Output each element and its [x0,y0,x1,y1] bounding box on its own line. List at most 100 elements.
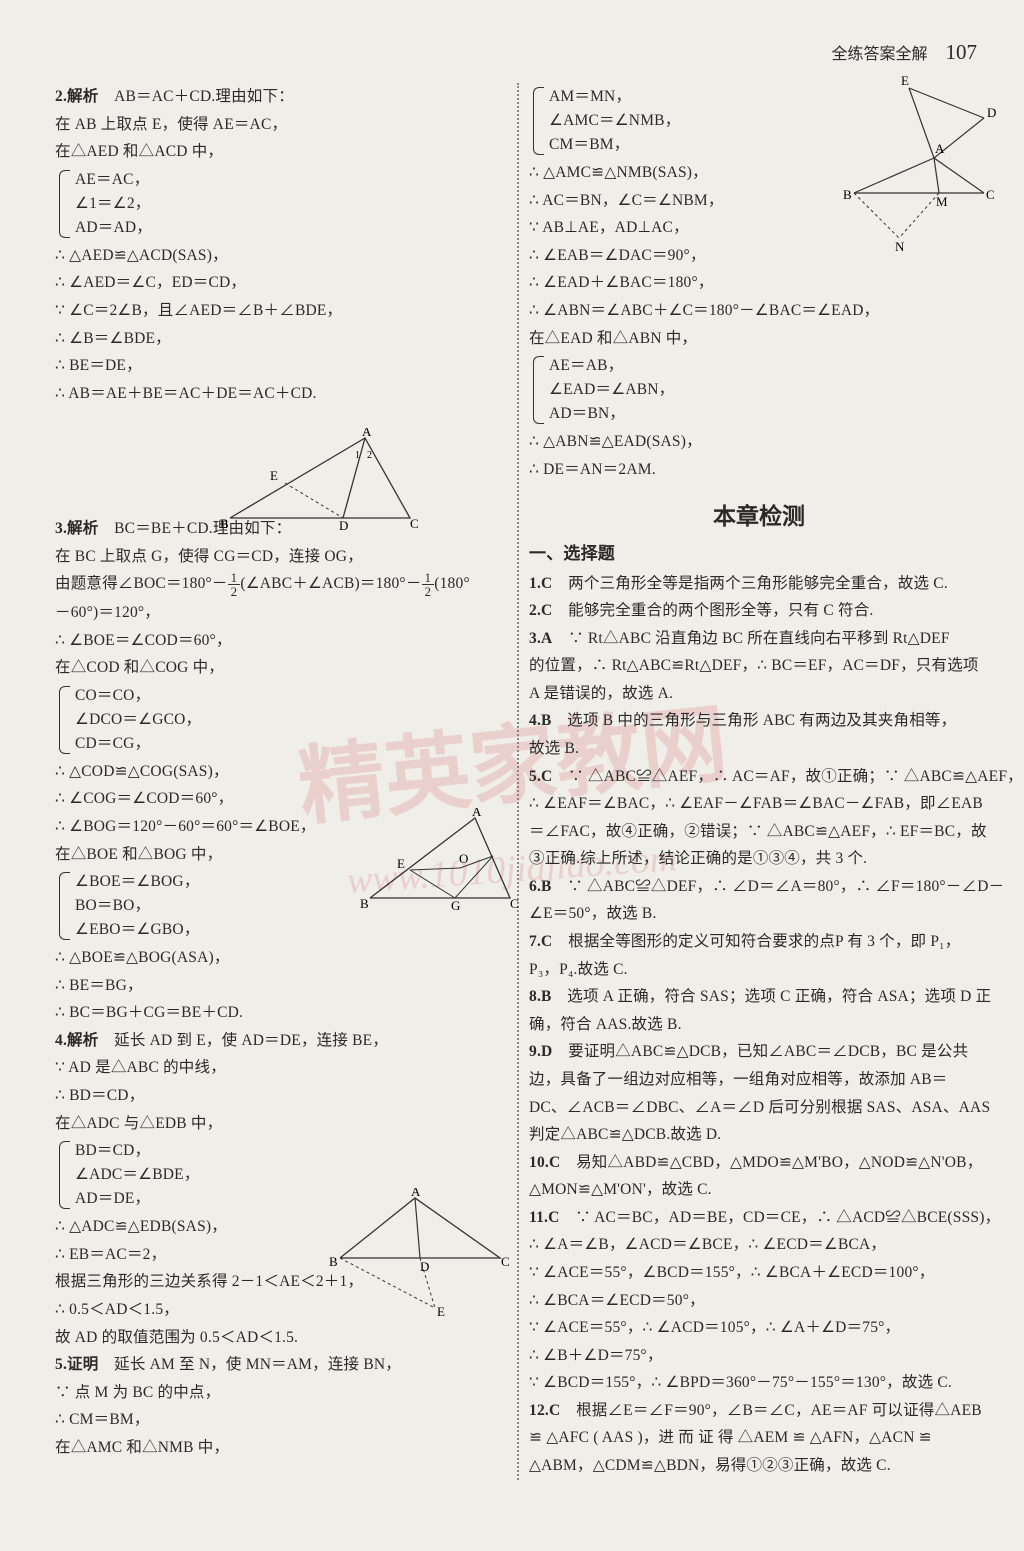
fig2-A: A [472,808,482,819]
a3a: 3.A ∵ Rt△ABC 沿直角边 BC 所在直线向右平移到 Rt△DEF [529,625,989,653]
fig2-O: O [459,851,468,866]
q5b-l6: ∴ ∠ABN＝∠ABC＋∠C＝180°－∠BAC＝∠EAD， [529,297,989,325]
figure-right: A B C D E M N [839,73,999,268]
q4-b2: ∠ADC＝∠BDE， [75,1163,507,1187]
right-column: AM＝MN， ∠AMC＝∠NMB， CM＝BM， ∴ △AMC≌△NMB(SAS… [529,83,989,1480]
q2-brace: AE＝AC， ∠1＝∠2， AD＝AD， [55,168,507,240]
q3-l1: 在 BC 上取点 G，使得 CG＝CD，连接 OG， [55,543,507,571]
q3-brace1: CO＝CO， ∠DCO＝∠GCO， CD＝CG， [55,684,507,756]
q3-l3: －60°)＝120°， [55,599,507,627]
page-header: 全练答案全解 107 [55,40,989,65]
a11g: ∵ ∠BCD＝155°，∴ ∠BPD＝360°－75°－155°＝130°，故选… [529,1369,989,1397]
a12a: 12.C 根据∠E＝∠F＝90°，∠B＝∠C，AE＝AF 可以证得△AEB [529,1397,989,1425]
q3-b2: ∠DCO＝∠GCO， [75,708,507,732]
figure-2: A B C E G O [355,808,525,918]
q5-l2: ∴ CM＝BM， [55,1406,507,1434]
a1: 1.C 两个三角形全等是指两个三角形能够完全重合，故选 C. [529,570,989,598]
fig1-B: B [220,516,229,531]
q3-l5: 在△COD 和△COG 中， [55,654,507,682]
q3-l6: ∴ △COD≌△COG(SAS)， [55,758,507,786]
q2-b3: AD＝AD， [75,216,507,240]
header-title: 全练答案全解 [831,46,927,63]
a11e: ∵ ∠ACE＝55°，∴ ∠ACD＝105°，∴ ∠A＋∠D＝75°， [529,1314,989,1342]
q2-l4: ∴ ∠AED＝∠C，ED＝CD， [55,269,507,297]
figR-B: B [843,187,852,202]
a3b: 的位置，∴ Rt△ABC≌Rt△DEF，∴ BC＝EF，AC＝DF，只有选项 [529,652,989,680]
a5d: ③正确.综上所述，结论正确的是①③④，共 3 个. [529,845,989,873]
fig3-B: B [329,1254,338,1269]
a9a: 9.D 要证明△ABC≌△DCB，已知∠ABC＝∠DCB，BC 是公共 [529,1038,989,1066]
a12c: △ABM，△CDM≌△BDN，易得①②③正确，故选 C. [529,1452,989,1480]
q3-b1: CO＝CO， [75,684,507,708]
q2-l2: 在△AED 和△ACD 中， [55,138,507,166]
figR-E: E [901,73,909,88]
figure-1: A B C D E 1 2 [215,428,425,538]
fig1-2: 2 [367,450,372,461]
a5c: ＝∠FAC，故④正确，②错误；∵ △ABC≌△AEF，∴ EF＝BC，故 [529,818,989,846]
q5b-brace2: AE＝AB， ∠EAD＝∠ABN， AD＝BN， [529,354,989,426]
q2-l1: 在 AB 上取点 E，使得 AE＝AC， [55,111,507,139]
q2-l3: ∴ △AED≌△ACD(SAS)， [55,242,507,270]
q3-l11: ∴ BE＝BG， [55,972,507,1000]
q5-l1: ∵ 点 M 为 BC 的中点， [55,1379,507,1407]
figR-D: D [987,105,996,120]
a12b: ≌ △AFC ( AAS )，进 而 证 得 △AEM ≌ △AFN，△ACN … [529,1424,989,1452]
q3-l10: ∴ △BOE≌△BOG(ASA)， [55,944,507,972]
a11f: ∴ ∠B＋∠D＝75°， [529,1342,989,1370]
a5b: ∴ ∠EAF＝∠BAC，∴ ∠EAF－∠FAB＝∠BAC－∠FAB，即∠EAB [529,790,989,818]
figR-A: A [935,141,945,156]
q3-l4: ∴ ∠BOE＝∠COD＝60°， [55,627,507,655]
fig1-A: A [362,428,372,439]
fig3-A: A [411,1188,421,1199]
fig1-D: D [339,518,348,533]
q2-l7: ∴ BE＝DE， [55,352,507,380]
a10b: △MON≌△M'ON'，故选 C. [529,1176,989,1204]
q2-l6: ∴ ∠B＝∠BDE， [55,325,507,353]
a9c: DC、∠ACB＝∠DBC、∠A＝∠D 后可分别根据 SAS、ASA、AAS [529,1094,989,1122]
q4-head: 4.解析 延长 AD 到 E，使 AD＝DE，连接 BE， [55,1027,507,1055]
q5b-l5: ∴ ∠EAD＋∠BAC＝180°， [529,269,989,297]
page-number: 107 [946,40,978,64]
figR-C: C [986,187,995,202]
q2-l5: ∵ ∠C＝2∠B，且∠AED＝∠B＋∠BDE， [55,297,507,325]
a4b: 故选 B. [529,735,989,763]
a8a: 8.B 选项 A 正确，符合 SAS；选项 C 正确，符合 ASA；选项 D 正 [529,983,989,1011]
a3c: A 是错误的，故选 A. [529,680,989,708]
q4-l8: 故 AD 的取值范围为 0.5＜AD＜1.5. [55,1324,507,1352]
q5-head: 5.证明 延长 AM 至 N，使 MN＝AM，连接 BN， [55,1351,507,1379]
a6b: ∠E＝50°，故选 B. [529,900,989,928]
q5b-l8: ∴ △ABN≌△EAD(SAS)， [529,428,989,456]
q5b-l9: ∴ DE＝AN＝2AM. [529,456,989,484]
q5b-c1: AE＝AB， [549,354,989,378]
columns: 2.解析 2.解析 AB＝AC＋CD.理由如下：AB＝AC＋CD.理由如下： 在… [55,83,989,1480]
page: 全练答案全解 107 精英家教网 www.1010jiajiao.com 2.解… [0,0,1024,1510]
a11a: 11.C ∵ AC＝BC，AD＝BE，CD＝CE，∴ △ACD≌△BCE(SSS… [529,1204,989,1232]
a7a: 7.C 根据全等图形的定义可知符合要求的点P 有 3 个，即 P₁， [529,928,989,956]
left-column: 2.解析 2.解析 AB＝AC＋CD.理由如下：AB＝AC＋CD.理由如下： 在… [55,83,507,1480]
fig3-E: E [437,1304,445,1318]
q2-head: 2.解析 2.解析 AB＝AC＋CD.理由如下：AB＝AC＋CD.理由如下： [55,83,507,111]
q4-l2: ∴ BD＝CD， [55,1082,507,1110]
a4a: 4.B 选项 B 中的三角形与三角形 ABC 有两边及其夹角相等， [529,707,989,735]
q2-b1: AE＝AC， [75,168,507,192]
a5a: 5.C ∵ △ABC≌△AEF，∴ AC＝AF，故①正确；∵ △ABC≌△AEF… [529,763,989,791]
q5b-c3: AD＝BN， [549,402,989,426]
fig1-E: E [270,468,278,483]
q5b-l7: 在△EAD 和△ABN 中， [529,325,989,353]
q4-l1: ∵ AD 是△ABC 的中线， [55,1054,507,1082]
fig2-B: B [360,896,369,911]
q3-l2: 由题意得∠BOC＝180°－12(∠ABC＋∠ACB)＝180°－12(180° [55,570,507,599]
q5b-c2: ∠EAD＝∠ABN， [549,378,989,402]
fig2-E: E [397,856,405,871]
column-divider [517,83,519,1480]
a6a: 6.B ∵ △ABC≌△DEF，∴ ∠D＝∠A＝80°，∴ ∠F＝180°－∠D… [529,873,989,901]
a10a: 10.C 易知△ABD≌△CBD，△MDO≌△M'BO，△NOD≌△N'OB， [529,1149,989,1177]
a11d: ∴ ∠BCA＝∠ECD＝50°， [529,1287,989,1315]
a2: 2.C 能够完全重合的两个图形全等，只有 C 符合. [529,597,989,625]
a9b: 边，具备了一组边对应相等，一组角对应相等，故添加 AB＝ [529,1066,989,1094]
q3-l12: ∴ BC＝BG＋CG＝BE＋CD. [55,999,507,1027]
a9d: 判定△ABC≌△DCB.故选 D. [529,1121,989,1149]
fig2-C: C [510,896,519,911]
q4-b1: BD＝CD， [75,1139,507,1163]
q2-l8: ∴ AB＝AE＋BE＝AC＋DE＝AC＋CD. [55,380,507,408]
